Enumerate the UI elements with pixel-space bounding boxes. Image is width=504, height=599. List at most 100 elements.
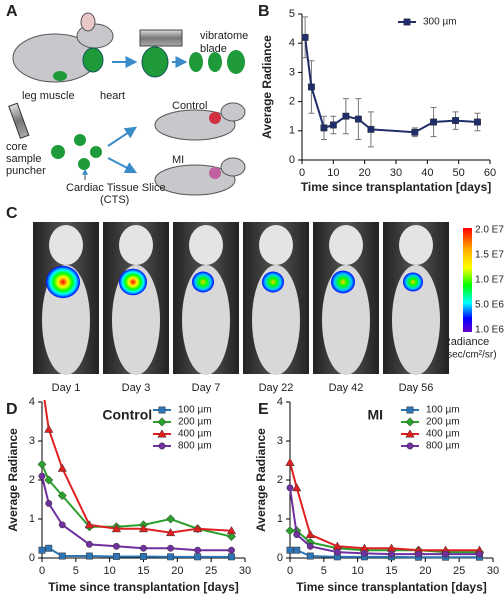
mouse-body xyxy=(252,265,300,375)
leg-muscle xyxy=(53,71,67,81)
day-label: Day 56 xyxy=(399,382,434,394)
panel-label: E xyxy=(258,401,269,418)
mouse-body xyxy=(392,265,440,375)
point xyxy=(285,457,295,466)
panel-label: D xyxy=(6,401,18,418)
point xyxy=(45,500,53,507)
x-tick-label: 40 xyxy=(421,167,433,179)
colorbar-label: 2.0 E7 xyxy=(475,225,504,236)
legend-label: 100 µm xyxy=(178,405,212,416)
arrow xyxy=(107,157,138,174)
point xyxy=(57,491,67,501)
y-tick-label: 4 xyxy=(289,37,295,49)
y-axis-label: Average Radiance xyxy=(254,428,268,532)
mouse-head xyxy=(189,225,223,265)
x-tick-label: 0 xyxy=(39,565,45,577)
point xyxy=(292,483,302,492)
point xyxy=(112,552,120,560)
x-tick-label: 20 xyxy=(171,565,183,577)
label: vibratome xyxy=(200,30,248,42)
point xyxy=(193,524,203,533)
point xyxy=(140,544,147,552)
mouse-head xyxy=(220,157,246,177)
x-tick-label: 5 xyxy=(73,565,79,577)
legend-label: 200 µm xyxy=(178,417,212,428)
label: MI xyxy=(172,154,184,166)
point xyxy=(333,548,341,556)
legend-marker xyxy=(157,429,167,438)
legend-label: 400 µm xyxy=(178,429,212,440)
x-tick-label: 50 xyxy=(453,167,465,179)
point xyxy=(452,117,459,125)
day-label: Day 3 xyxy=(122,382,151,394)
day-label: Day 42 xyxy=(329,382,364,394)
y-tick-label: 0 xyxy=(277,552,283,564)
x-tick-label: 30 xyxy=(390,167,402,179)
point xyxy=(85,540,93,548)
point xyxy=(305,529,315,539)
point xyxy=(38,378,46,385)
day-label: Day 22 xyxy=(259,382,294,394)
point xyxy=(38,472,46,480)
x-tick-label: 10 xyxy=(104,565,116,577)
y-axis-label: Average Radiance xyxy=(260,35,274,139)
point xyxy=(442,550,450,558)
point xyxy=(354,115,362,123)
y-tick-label: 2 xyxy=(277,474,283,486)
label: core xyxy=(6,141,27,153)
slice xyxy=(208,52,222,72)
point xyxy=(360,549,368,557)
plot xyxy=(37,378,237,561)
point xyxy=(85,552,93,560)
signal xyxy=(119,268,147,296)
x-tick-label: 25 xyxy=(453,565,465,577)
point xyxy=(226,531,237,542)
label: (CTS) xyxy=(100,194,129,206)
point xyxy=(474,118,481,126)
point xyxy=(306,542,314,550)
point xyxy=(166,514,176,524)
y-tick-label: 2 xyxy=(29,474,35,486)
point xyxy=(430,118,438,126)
heart xyxy=(82,47,104,73)
legend-marker xyxy=(403,18,411,26)
mouse-head xyxy=(399,225,433,265)
label: leg muscle xyxy=(22,90,75,102)
point xyxy=(293,531,301,538)
point xyxy=(286,484,294,492)
mouse-head xyxy=(119,225,153,265)
point xyxy=(411,128,419,136)
puncher xyxy=(8,102,30,139)
legend-label: 800 µm xyxy=(426,441,460,452)
cts xyxy=(78,158,90,170)
point xyxy=(84,520,94,529)
label: puncher xyxy=(6,165,46,177)
panel-label: C xyxy=(6,205,18,222)
signal xyxy=(331,270,355,294)
point xyxy=(112,542,120,550)
point xyxy=(165,527,176,537)
point xyxy=(307,83,315,91)
plot xyxy=(285,457,485,561)
cts xyxy=(74,134,86,146)
legend-label: 100 µm xyxy=(426,405,460,416)
legend-marker xyxy=(405,429,415,438)
y-tick-label: 5 xyxy=(289,8,295,20)
legend-marker xyxy=(158,406,166,414)
signal xyxy=(46,265,80,299)
signal xyxy=(262,271,284,293)
point xyxy=(138,524,149,533)
day-label: Day 1 xyxy=(52,382,81,394)
x-tick-label: 0 xyxy=(287,565,293,577)
x-tick-label: 20 xyxy=(419,565,431,577)
x-tick-label: 25 xyxy=(205,565,217,577)
heart-slice xyxy=(141,46,169,78)
y-axis-label: Average Radiance xyxy=(6,428,20,532)
legend-label: 800 µm xyxy=(178,441,212,452)
panel-label: A xyxy=(6,3,18,20)
y-tick-label: 1 xyxy=(289,125,295,137)
